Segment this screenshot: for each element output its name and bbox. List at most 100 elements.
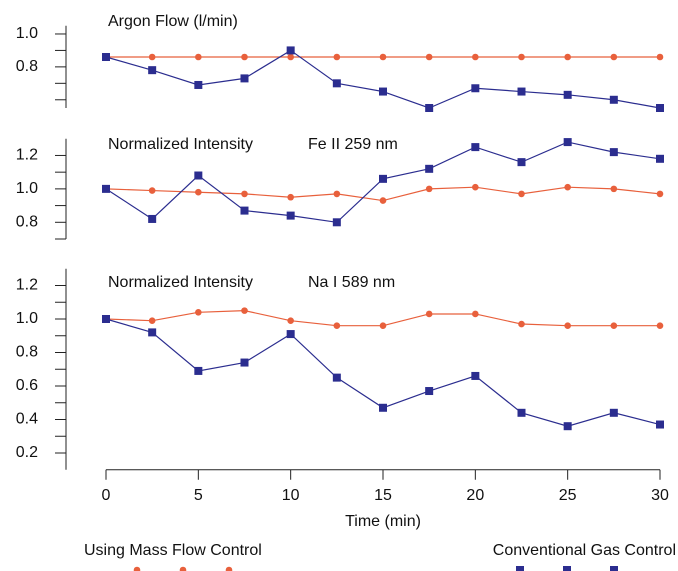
legend-marker bbox=[225, 566, 233, 571]
point bbox=[333, 53, 341, 61]
point bbox=[287, 317, 294, 324]
point bbox=[286, 211, 295, 220]
point bbox=[564, 322, 571, 330]
point bbox=[148, 53, 156, 61]
x-tick-label: 20 bbox=[466, 487, 484, 504]
y-tick-label: 0.8 bbox=[16, 214, 38, 231]
point bbox=[518, 320, 525, 328]
point bbox=[609, 408, 618, 417]
point bbox=[518, 53, 525, 61]
point bbox=[472, 310, 479, 318]
point bbox=[610, 322, 618, 330]
y-tick-label: 1.0 bbox=[16, 180, 38, 197]
x-tick-label: 5 bbox=[194, 487, 203, 504]
point bbox=[563, 90, 572, 99]
point bbox=[102, 184, 110, 193]
point bbox=[195, 309, 202, 316]
point bbox=[195, 53, 202, 61]
panel-title: Normalized Intensity bbox=[108, 136, 253, 153]
point bbox=[194, 366, 203, 375]
point bbox=[379, 403, 387, 412]
point bbox=[656, 322, 664, 330]
point bbox=[564, 183, 571, 191]
panel-title: Normalized Intensity bbox=[108, 274, 253, 291]
point bbox=[564, 53, 571, 61]
point bbox=[332, 79, 341, 88]
x-tick-label: 15 bbox=[374, 487, 392, 504]
x-tick-label: 30 bbox=[651, 487, 669, 504]
point bbox=[656, 420, 664, 429]
legend-label: Conventional Gas Control bbox=[493, 542, 676, 559]
point bbox=[241, 190, 248, 198]
point bbox=[425, 53, 433, 61]
point bbox=[333, 322, 341, 330]
point bbox=[148, 66, 157, 75]
point bbox=[471, 371, 480, 380]
point bbox=[102, 315, 110, 323]
point bbox=[286, 46, 295, 55]
point bbox=[241, 53, 248, 61]
legend-marker bbox=[133, 566, 141, 571]
point bbox=[656, 104, 664, 112]
y-tick-label: 0.6 bbox=[16, 377, 38, 394]
point bbox=[332, 218, 341, 227]
x-axis-label: Time (min) bbox=[345, 513, 421, 530]
point bbox=[240, 358, 249, 367]
y-tick-label: 1.0 bbox=[16, 310, 38, 327]
point bbox=[471, 143, 480, 152]
point bbox=[379, 174, 387, 183]
y-tick-label: 0.2 bbox=[16, 444, 38, 461]
point bbox=[425, 387, 434, 396]
point bbox=[425, 185, 433, 193]
point bbox=[425, 164, 434, 173]
point bbox=[425, 310, 433, 318]
point bbox=[471, 84, 480, 93]
x-tick-label: 25 bbox=[559, 487, 577, 504]
point bbox=[102, 53, 110, 62]
point bbox=[194, 171, 203, 180]
point bbox=[656, 154, 664, 163]
point bbox=[148, 328, 157, 337]
point bbox=[517, 408, 526, 417]
legend-marker bbox=[610, 566, 618, 571]
point bbox=[287, 53, 294, 61]
point bbox=[656, 53, 664, 61]
point bbox=[609, 95, 618, 104]
point bbox=[148, 317, 156, 324]
point bbox=[287, 193, 294, 201]
point bbox=[379, 53, 387, 61]
point bbox=[610, 185, 618, 193]
point bbox=[563, 422, 572, 431]
panel-subtitle: Na I 589 nm bbox=[308, 274, 395, 291]
point bbox=[656, 190, 664, 198]
point bbox=[286, 330, 295, 339]
y-tick-label: 0.8 bbox=[16, 344, 38, 361]
point bbox=[379, 197, 387, 204]
legend-marker bbox=[516, 566, 524, 571]
point bbox=[609, 148, 618, 157]
panel-title: Argon Flow (l/min) bbox=[108, 13, 238, 30]
point bbox=[194, 80, 203, 89]
panel-subtitle: Fe II 259 nm bbox=[308, 136, 398, 153]
point bbox=[195, 188, 202, 196]
point bbox=[240, 206, 249, 215]
point bbox=[610, 53, 618, 61]
point bbox=[333, 190, 341, 198]
point bbox=[563, 138, 572, 147]
x-tick-label: 10 bbox=[282, 487, 300, 504]
point bbox=[379, 87, 387, 96]
point bbox=[240, 74, 249, 83]
point bbox=[472, 53, 479, 61]
point bbox=[241, 307, 248, 314]
point bbox=[518, 190, 525, 198]
x-tick-label: 0 bbox=[102, 487, 111, 504]
point bbox=[517, 158, 526, 167]
y-tick-label: 1.0 bbox=[16, 25, 38, 42]
legend-label: Using Mass Flow Control bbox=[84, 542, 262, 559]
y-tick-label: 1.2 bbox=[16, 277, 38, 294]
point bbox=[472, 183, 479, 191]
point bbox=[332, 373, 341, 382]
point bbox=[379, 322, 387, 330]
y-tick-label: 0.4 bbox=[16, 411, 38, 428]
